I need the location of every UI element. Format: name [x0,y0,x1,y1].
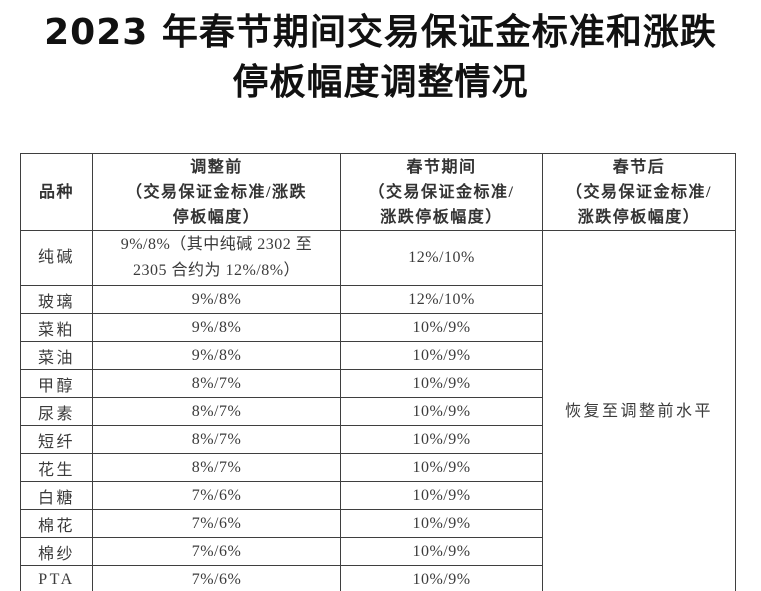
table-row: 花生 8%/7% 10%/9% [20,453,736,482]
before-cell: 9%/8% [92,341,341,370]
before-cell: 9%/8% [92,313,341,342]
variety-cell: 玻璃 [20,285,93,314]
before-cell: 7%/6% [92,509,341,538]
variety-cell: 菜粕 [20,313,93,342]
during-cell: 12%/10% [340,230,543,286]
during-cell: 10%/9% [340,425,543,454]
during-cell: 10%/9% [340,537,543,566]
header-cell-after: 春节后 （交易保证金标准/ 涨跌停板幅度） [542,153,736,231]
header-cell-variety: 品种 [20,153,93,231]
adjustment-table: 品种 调整前 （交易保证金标准/涨跌 停板幅度） 春节期间 （交易保证金标准/ … [20,153,736,591]
variety-cell: 花生 [20,453,93,482]
table-row: 菜油 9%/8% 10%/9% [20,341,736,370]
during-cell: 10%/9% [340,341,543,370]
during-cell: 10%/9% [340,509,543,538]
before-cell: 7%/6% [92,481,341,510]
variety-cell: 菜油 [20,341,93,370]
table-row: 棉纱 7%/6% 10%/9% [20,537,736,566]
during-cell: 12%/10% [340,285,543,314]
before-cell: 9%/8% [92,285,341,314]
before-cell: 9%/8%（其中纯碱 2302 至 2305 合约为 12%/8%） [92,230,341,286]
variety-cell: 棉花 [20,509,93,538]
during-cell: 10%/9% [340,397,543,426]
variety-cell: 短纤 [20,425,93,454]
during-cell: 10%/9% [340,453,543,482]
table-row: 甲醇 8%/7% 10%/9% [20,369,736,398]
during-cell: 10%/9% [340,369,543,398]
variety-cell: 纯碱 [20,230,93,286]
variety-cell: PTA [20,565,93,591]
variety-cell: 尿素 [20,397,93,426]
after-merged-cell: 恢复至调整前水平 [542,230,736,591]
page-title: 2023 年春节期间交易保证金标准和涨跌 停板幅度调整情况 [44,12,717,103]
table-row: 菜粕 9%/8% 10%/9% [20,313,736,342]
before-cell: 7%/6% [92,565,341,591]
table-row: 白糖 7%/6% 10%/9% [20,481,736,510]
before-cell: 8%/7% [92,397,341,426]
table-row: 棉花 7%/6% 10%/9% [20,509,736,538]
during-cell: 10%/9% [340,481,543,510]
before-cell: 8%/7% [92,425,341,454]
header-cell-before: 调整前 （交易保证金标准/涨跌 停板幅度） [92,153,341,231]
table-row: PTA 7%/6% 10%/9% [20,565,736,591]
before-cell: 7%/6% [92,537,341,566]
during-cell: 10%/9% [340,565,543,591]
during-cell: 10%/9% [340,313,543,342]
table-header-row: 品种 调整前 （交易保证金标准/涨跌 停板幅度） 春节期间 （交易保证金标准/ … [20,153,736,231]
table-row: 纯碱 9%/8%（其中纯碱 2302 至 2305 合约为 12%/8%） 12… [20,230,736,591]
before-cell: 8%/7% [92,369,341,398]
variety-cell: 甲醇 [20,369,93,398]
table-row: 短纤 8%/7% 10%/9% [20,425,736,454]
variety-cell: 棉纱 [20,537,93,566]
table-row: 玻璃 9%/8% 12%/10% [20,285,736,314]
variety-cell: 白糖 [20,481,93,510]
table-row: 尿素 8%/7% 10%/9% [20,397,736,426]
before-cell: 8%/7% [92,453,341,482]
header-cell-during: 春节期间 （交易保证金标准/ 涨跌停板幅度） [340,153,543,231]
